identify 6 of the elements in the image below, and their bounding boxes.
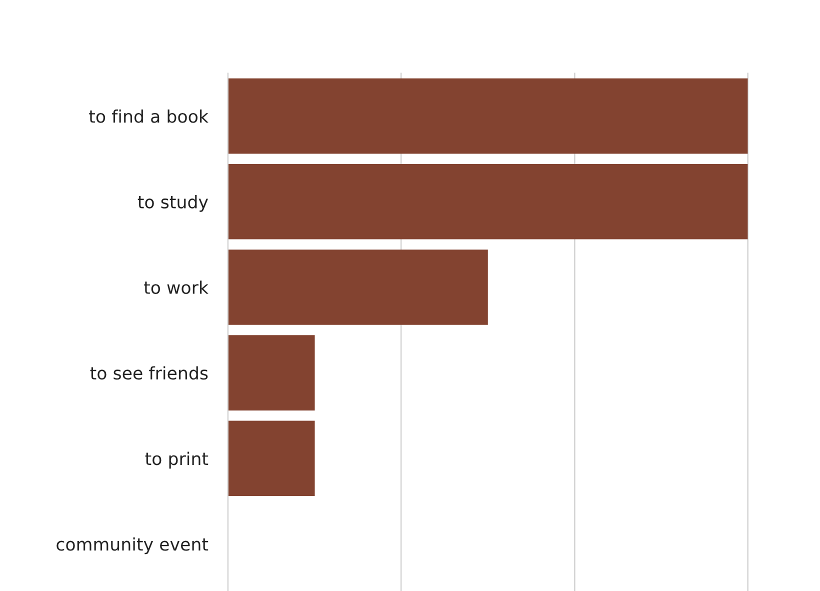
y-tick-label: to print: [145, 452, 208, 469]
y-tick-label: to study: [138, 195, 208, 212]
y-tick-label: to see friends: [90, 366, 208, 380]
y-tick-label: to work: [144, 280, 208, 294]
y-tick-label: community event: [56, 537, 208, 554]
y-tick-label: to find a book: [89, 109, 208, 123]
